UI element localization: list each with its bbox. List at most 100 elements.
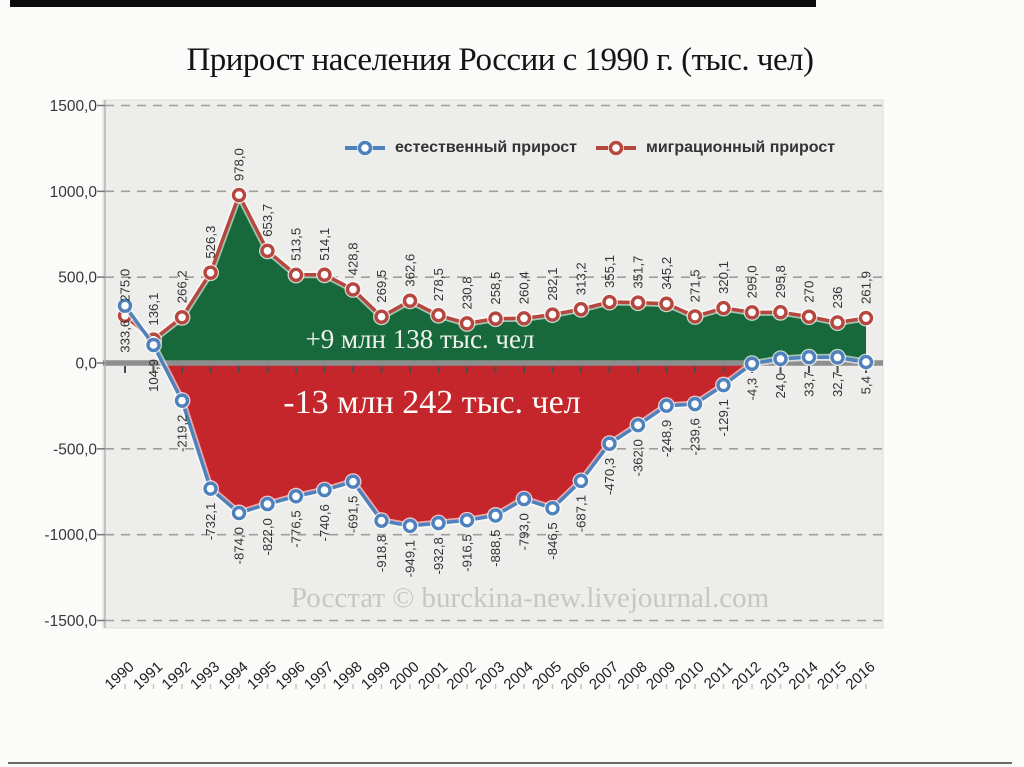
svg-text:-888,5: -888,5: [488, 530, 503, 567]
svg-text:1999: 1999: [358, 658, 394, 693]
svg-text:-793,0: -793,0: [517, 513, 532, 550]
svg-text:2015: 2015: [814, 658, 850, 693]
legend-item-migration: миграционный прирост: [595, 139, 835, 157]
svg-text:-239,6: -239,6: [688, 418, 703, 455]
annotation-natural-total: -13 млн 242 тыс. чел: [283, 384, 581, 421]
svg-text:282,1: 282,1: [545, 268, 560, 301]
svg-text:320,1: 320,1: [716, 261, 731, 294]
svg-text:1997: 1997: [301, 658, 337, 693]
svg-text:1991: 1991: [130, 658, 166, 693]
series-natural: [116, 297, 875, 535]
svg-text:-4,3: -4,3: [745, 378, 760, 401]
svg-text:513,5: 513,5: [289, 228, 304, 261]
svg-text:-219,2: -219,2: [175, 415, 190, 452]
svg-text:295,0: 295,0: [745, 265, 760, 298]
svg-text:351,7: 351,7: [631, 256, 646, 289]
svg-text:1992: 1992: [158, 658, 194, 693]
svg-text:2002: 2002: [443, 658, 479, 693]
y-axis: [97, 100, 106, 628]
svg-text:295,8: 295,8: [773, 265, 788, 298]
svg-text:1996: 1996: [272, 658, 308, 693]
svg-text:1000,0: 1000,0: [50, 184, 98, 201]
chart-title: Прирост населения России с 1990 г. (тыс.…: [186, 42, 814, 78]
svg-text:526,3: 526,3: [203, 226, 218, 259]
svg-text:258,5: 258,5: [488, 272, 503, 305]
svg-text:-932,8: -932,8: [431, 537, 446, 574]
svg-text:2006: 2006: [557, 658, 593, 693]
svg-text:2005: 2005: [529, 658, 565, 693]
svg-text:-918,8: -918,8: [374, 535, 389, 572]
svg-text:-740,6: -740,6: [317, 504, 332, 541]
svg-text:-129,1: -129,1: [716, 399, 731, 436]
svg-text:978,0: 978,0: [232, 148, 247, 181]
svg-text:2014: 2014: [785, 658, 821, 693]
svg-text:500,0: 500,0: [58, 270, 97, 287]
svg-text:260,4: 260,4: [517, 271, 532, 304]
svg-text:2001: 2001: [415, 658, 451, 693]
svg-text:-1000,0: -1000,0: [44, 527, 97, 544]
svg-text:230,8: 230,8: [460, 276, 475, 309]
svg-text:-949,1: -949,1: [403, 540, 418, 577]
svg-text:271,5: 271,5: [688, 269, 703, 302]
svg-text:-687,1: -687,1: [574, 495, 589, 532]
svg-text:1990: 1990: [101, 658, 137, 693]
svg-text:261,9: 261,9: [859, 271, 874, 304]
svg-text:2007: 2007: [586, 658, 622, 693]
svg-text:-248,9: -248,9: [659, 420, 674, 457]
svg-text:2010: 2010: [671, 658, 707, 693]
svg-text:236: 236: [830, 286, 845, 308]
top-border: [10, 0, 816, 7]
svg-text:428,8: 428,8: [346, 242, 361, 275]
svg-text:355,1: 355,1: [602, 255, 617, 288]
svg-text:-1500,0: -1500,0: [44, 613, 97, 630]
svg-text:270: 270: [802, 281, 817, 303]
svg-text:-916,5: -916,5: [460, 534, 475, 571]
svg-text:1993: 1993: [187, 658, 223, 693]
chart-legend: естественный прирост миграционный прирос…: [344, 139, 835, 157]
svg-text:2011: 2011: [701, 658, 736, 692]
svg-text:313,2: 313,2: [574, 262, 589, 295]
svg-text:514,1: 514,1: [317, 228, 332, 261]
svg-text:1995: 1995: [244, 658, 280, 693]
svg-text:32,7: 32,7: [830, 371, 845, 397]
legend-label-natural: естественный прирост: [395, 139, 577, 156]
svg-text:269,5: 269,5: [374, 270, 389, 303]
svg-text:-822,0: -822,0: [260, 518, 275, 555]
svg-text:278,5: 278,5: [431, 268, 446, 301]
svg-text:2003: 2003: [472, 658, 508, 693]
svg-text:-874,0: -874,0: [232, 527, 247, 564]
svg-text:2004: 2004: [500, 658, 536, 693]
svg-text:1994: 1994: [215, 658, 251, 693]
svg-text:2016: 2016: [842, 658, 878, 693]
svg-text:5,4: 5,4: [859, 376, 874, 394]
svg-text:-732,1: -732,1: [203, 503, 218, 540]
svg-text:1500,0: 1500,0: [50, 98, 98, 115]
svg-text:275,0: 275,0: [118, 269, 133, 302]
svg-text:136,1: 136,1: [146, 293, 161, 326]
svg-text:345,2: 345,2: [659, 257, 674, 290]
data-labels: 275,0 136,1 266,2 526,3 978,0 653,7 513,5 514,1…: [118, 148, 874, 577]
svg-text:2000: 2000: [386, 658, 422, 693]
svg-text:653,7: 653,7: [260, 204, 275, 237]
svg-text:2013: 2013: [757, 658, 793, 693]
y-tick-labels: 1500,0 1000,0 500,0 0,0 -500,0 -1000,0 -1500,0: [44, 98, 97, 630]
series-migration: [116, 186, 875, 349]
svg-text:24,0: 24,0: [773, 373, 788, 399]
svg-text:104,9: 104,9: [146, 359, 161, 392]
svg-text:333,6: 333,6: [118, 320, 133, 353]
svg-text:362,6: 362,6: [403, 254, 418, 287]
svg-text:-362,0: -362,0: [631, 439, 646, 476]
svg-text:266,2: 266,2: [175, 270, 190, 303]
legend-label-migration: миграционный прирост: [645, 139, 836, 156]
svg-text:2012: 2012: [728, 658, 764, 693]
bottom-border: [8, 762, 1012, 764]
x-tick-labels: 1990199119921993199419951996199719981999…: [101, 658, 878, 693]
svg-text:2009: 2009: [643, 658, 679, 693]
svg-text:-470,3: -470,3: [602, 458, 617, 495]
legend-marker-migration-icon: [595, 140, 636, 156]
svg-text:2008: 2008: [614, 658, 650, 693]
svg-text:-691,5: -691,5: [346, 496, 361, 533]
legend-marker-natural-icon: [345, 140, 385, 156]
